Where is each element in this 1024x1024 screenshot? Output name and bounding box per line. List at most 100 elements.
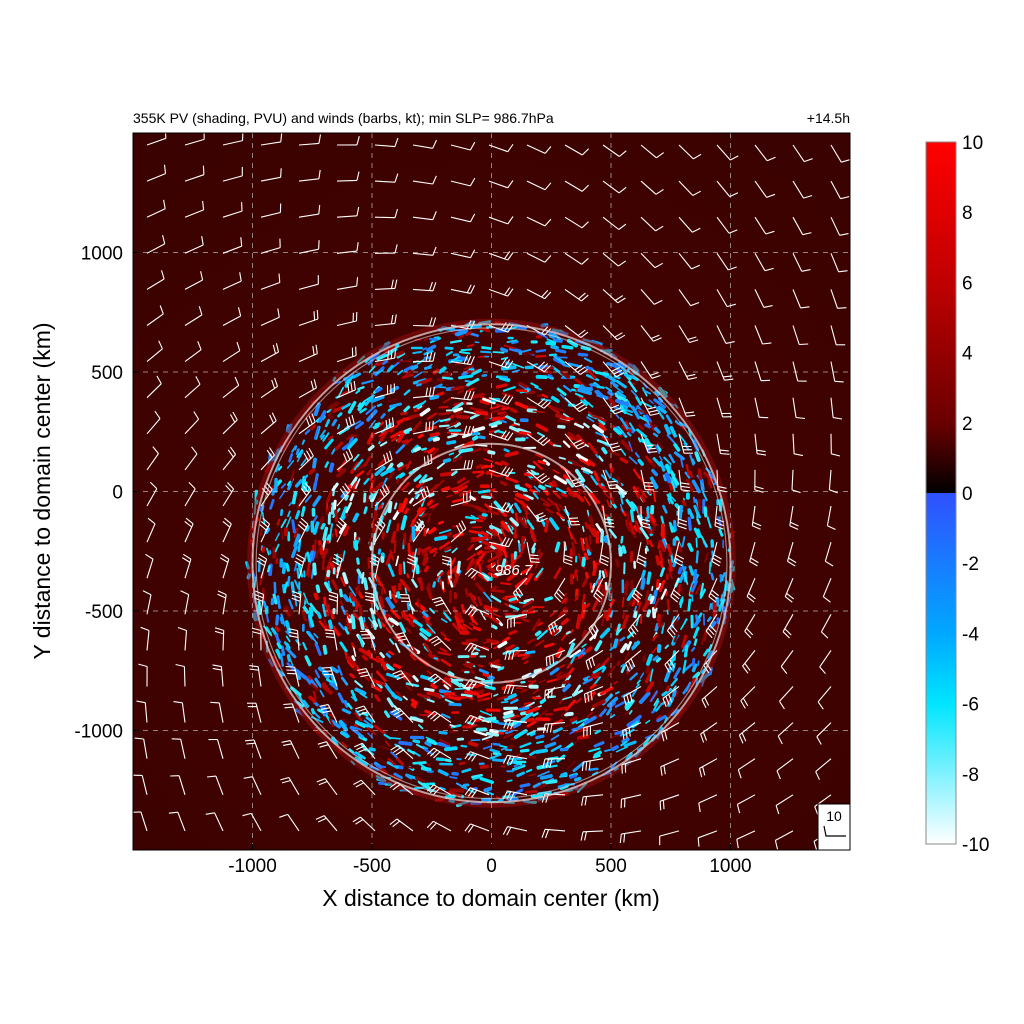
pv-streak: [494, 461, 503, 466]
pv-streak: [535, 349, 547, 353]
pv-streak: [340, 576, 346, 587]
pv-streak: [514, 512, 519, 525]
pv-streak: [502, 636, 511, 643]
wind-barb: [173, 701, 186, 723]
wind-barb: [374, 450, 393, 471]
pv-streak: [475, 410, 489, 416]
pv-streak: [487, 675, 495, 680]
wind-barb: [737, 758, 756, 779]
pv-streak: [713, 547, 718, 555]
wind-barb: [754, 289, 773, 308]
pv-streak: [329, 523, 334, 534]
pv-streak: [636, 679, 641, 685]
pv-streak: [612, 354, 618, 359]
pv-streak: [691, 479, 701, 494]
pv-streak: [469, 520, 477, 524]
pv-streak: [280, 613, 286, 627]
wind-barb: [602, 252, 627, 267]
wind-barb: [488, 287, 514, 297]
wind-barb: [620, 794, 642, 809]
pv-streak: [535, 748, 548, 754]
pv-streak: [631, 599, 636, 607]
pv-streak: [708, 603, 712, 611]
pv-streak: [342, 594, 350, 602]
pv-streak: [484, 607, 493, 613]
wind-barb: [814, 794, 832, 816]
wind-barb: [640, 216, 664, 232]
pv-streak: [589, 633, 597, 641]
pv-streak: [481, 646, 489, 650]
wind-barb: [217, 590, 227, 615]
pv-streak: [454, 362, 461, 366]
pv-streak: [626, 431, 632, 437]
wind-barb: [777, 722, 794, 745]
pv-streak: [472, 426, 486, 433]
wind-barb: [256, 553, 268, 579]
pv-streak: [390, 530, 397, 544]
pv-streak: [605, 614, 610, 621]
pv-streak: [516, 548, 524, 560]
pv-streak: [484, 503, 493, 511]
pv-streak: [539, 774, 553, 780]
pv-streak: [318, 410, 327, 423]
pv-streak: [526, 519, 535, 530]
pv-streak: [532, 712, 539, 717]
pv-streak: [377, 456, 389, 467]
pv-streak: [481, 513, 488, 517]
pv-streak: [409, 716, 424, 723]
wind-barb: [243, 776, 262, 796]
pv-streak: [330, 609, 335, 620]
pv-streak: [401, 481, 410, 492]
pv-streak: [554, 502, 560, 512]
wind-barb: [602, 216, 627, 230]
pv-streak: [600, 530, 605, 543]
pv-streak: [414, 488, 424, 495]
wind-barb: [673, 541, 685, 567]
pv-streak: [348, 585, 357, 597]
pv-streak: [276, 636, 282, 644]
pv-streak: [286, 575, 291, 587]
wind-barb: [678, 325, 699, 344]
wind-barb: [431, 596, 452, 615]
pv-streak: [651, 589, 658, 605]
pv-streak: [297, 563, 304, 578]
pv-streak: [550, 405, 564, 412]
pv-streak: [558, 331, 569, 336]
pv-streak: [544, 596, 554, 602]
wind-barb: [716, 180, 739, 198]
pv-streak: [254, 503, 257, 515]
pv-streak: [397, 462, 404, 468]
pv-streak: [267, 565, 271, 573]
pv-streak: [629, 551, 634, 563]
pv-streak: [535, 423, 549, 432]
pv-streak: [441, 372, 452, 379]
pv-streak: [310, 549, 317, 562]
pv-streak: [494, 585, 499, 589]
pv-streak: [549, 610, 557, 617]
wind-barb: [242, 812, 262, 832]
pv-streak: [460, 744, 468, 748]
wind-barb: [488, 251, 514, 261]
wind-barb: [504, 649, 528, 661]
pv-streak: [580, 726, 589, 731]
pv-streak: [562, 364, 571, 368]
wind-barb: [146, 270, 165, 290]
wind-barb: [184, 482, 196, 507]
pv-streak: [464, 588, 470, 598]
wind-barb: [736, 830, 756, 849]
wind-barb: [700, 722, 718, 743]
wind-barb: [146, 481, 158, 507]
pv-streak: [470, 651, 479, 657]
pv-streak: [681, 563, 686, 574]
pv-streak: [434, 535, 448, 542]
pv-streak: [638, 424, 644, 431]
wind-barb: [260, 168, 282, 182]
pv-streak: [417, 433, 424, 439]
pv-streak: [371, 684, 382, 692]
pv-streak: [428, 492, 435, 498]
wind-barb: [751, 505, 762, 530]
pv-streak: [549, 667, 560, 676]
pv-streak: [556, 672, 569, 681]
pv-streak: [679, 596, 684, 609]
pv-streak: [426, 344, 437, 352]
